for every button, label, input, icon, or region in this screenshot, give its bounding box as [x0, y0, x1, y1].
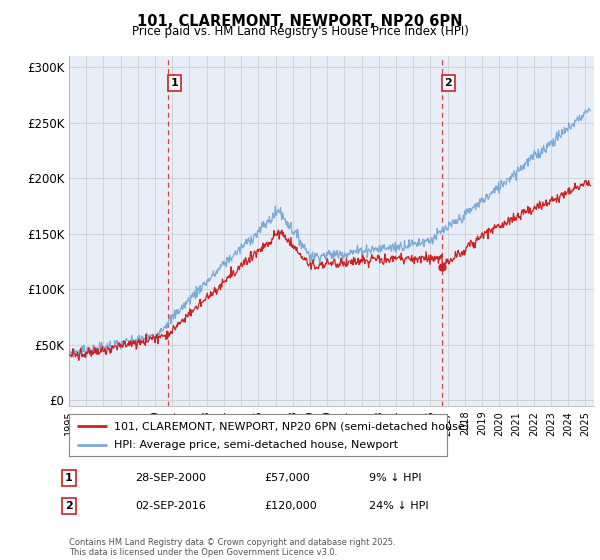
Text: £120,000: £120,000 [264, 501, 317, 511]
Text: 28-SEP-2000: 28-SEP-2000 [135, 473, 206, 483]
Text: 1: 1 [170, 78, 178, 88]
Text: 9% ↓ HPI: 9% ↓ HPI [369, 473, 421, 483]
Text: 2: 2 [445, 78, 452, 88]
Text: 1: 1 [65, 473, 73, 483]
Text: 24% ↓ HPI: 24% ↓ HPI [369, 501, 428, 511]
Text: HPI: Average price, semi-detached house, Newport: HPI: Average price, semi-detached house,… [115, 440, 398, 450]
Text: Contains HM Land Registry data © Crown copyright and database right 2025.
This d: Contains HM Land Registry data © Crown c… [69, 538, 395, 557]
Text: 101, CLAREMONT, NEWPORT, NP20 6PN (semi-detached house): 101, CLAREMONT, NEWPORT, NP20 6PN (semi-… [115, 421, 469, 431]
Text: 02-SEP-2016: 02-SEP-2016 [135, 501, 206, 511]
Text: 2: 2 [65, 501, 73, 511]
Text: £57,000: £57,000 [264, 473, 310, 483]
Text: Price paid vs. HM Land Registry's House Price Index (HPI): Price paid vs. HM Land Registry's House … [131, 25, 469, 38]
Text: 101, CLAREMONT, NEWPORT, NP20 6PN: 101, CLAREMONT, NEWPORT, NP20 6PN [137, 14, 463, 29]
